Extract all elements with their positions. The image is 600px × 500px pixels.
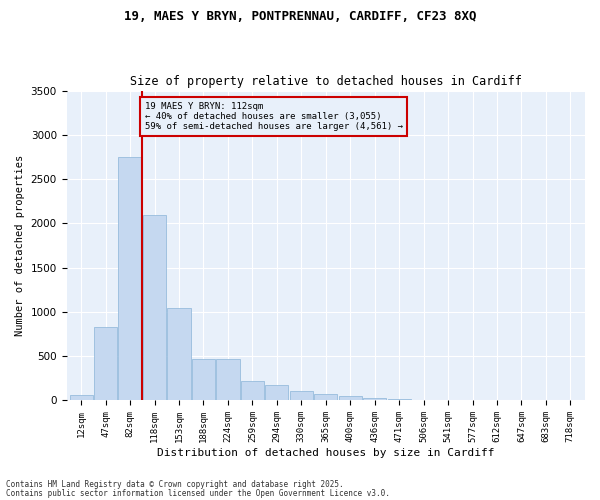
Title: Size of property relative to detached houses in Cardiff: Size of property relative to detached ho… [130, 76, 522, 88]
X-axis label: Distribution of detached houses by size in Cardiff: Distribution of detached houses by size … [157, 448, 494, 458]
Bar [143, 214, 166, 400]
Bar [265, 385, 289, 400]
Bar [314, 394, 337, 400]
Bar [167, 308, 191, 400]
Bar [94, 326, 117, 400]
Bar [118, 158, 142, 400]
Bar [192, 360, 215, 400]
Y-axis label: Number of detached properties: Number of detached properties [15, 155, 25, 336]
Bar [388, 399, 411, 400]
Bar [217, 360, 239, 400]
Text: 19 MAES Y BRYN: 112sqm
← 40% of detached houses are smaller (3,055)
59% of semi-: 19 MAES Y BRYN: 112sqm ← 40% of detached… [145, 102, 403, 132]
Bar [241, 380, 264, 400]
Bar [290, 391, 313, 400]
Text: Contains public sector information licensed under the Open Government Licence v3: Contains public sector information licen… [6, 488, 390, 498]
Text: 19, MAES Y BRYN, PONTPRENNAU, CARDIFF, CF23 8XQ: 19, MAES Y BRYN, PONTPRENNAU, CARDIFF, C… [124, 10, 476, 23]
Text: Contains HM Land Registry data © Crown copyright and database right 2025.: Contains HM Land Registry data © Crown c… [6, 480, 344, 489]
Bar [338, 396, 362, 400]
Bar [363, 398, 386, 400]
Bar [70, 395, 93, 400]
